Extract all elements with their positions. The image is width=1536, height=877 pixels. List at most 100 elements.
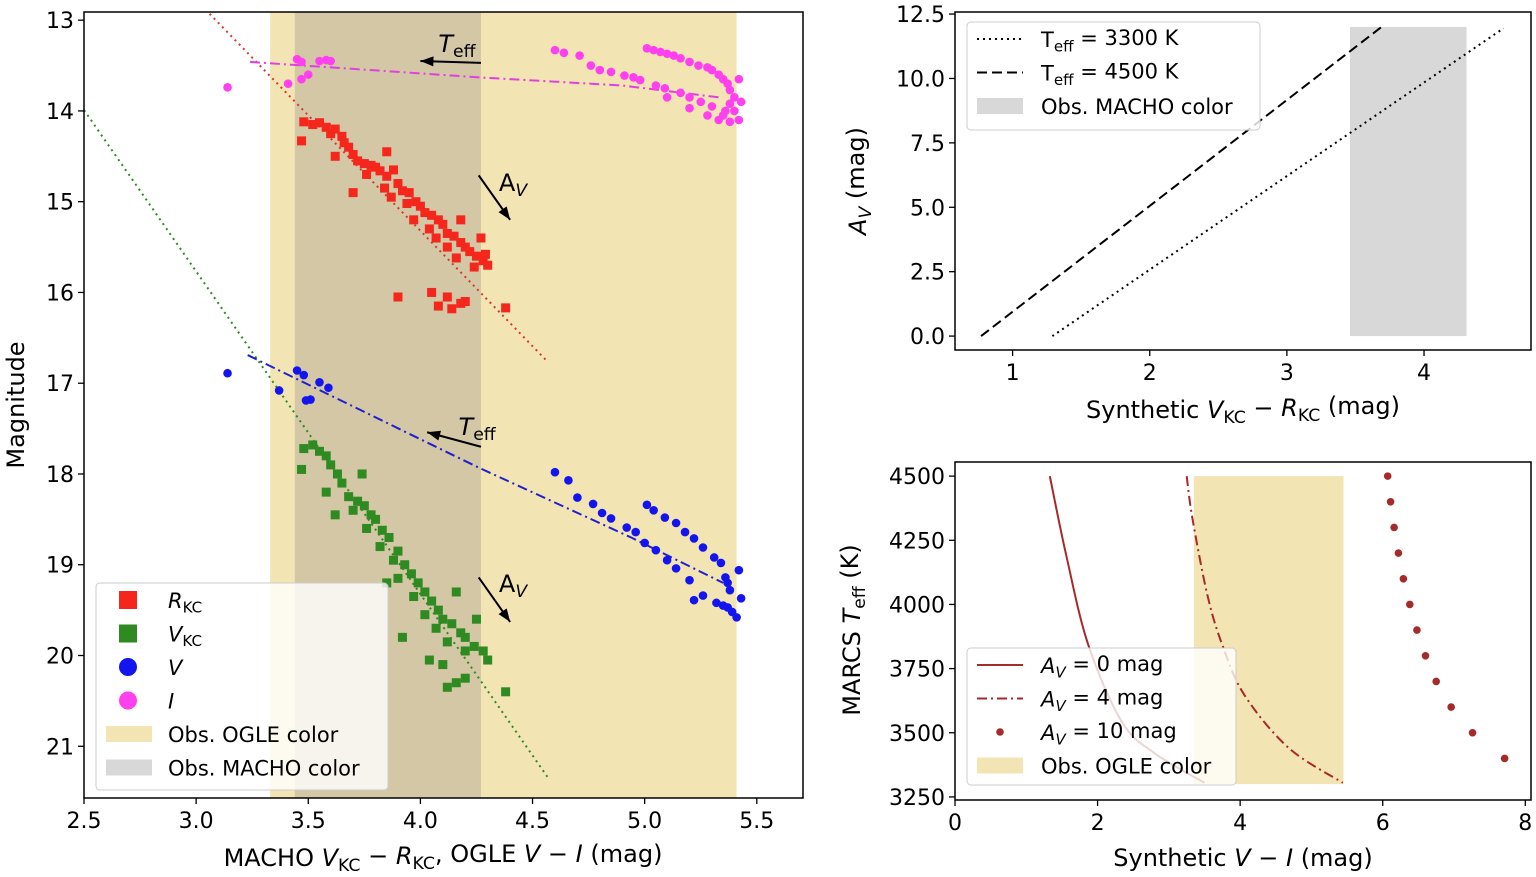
x-tick-label: 5.5 [739,809,774,834]
data-point [326,56,335,66]
data-point [651,545,661,555]
data-point [297,74,306,84]
data-point [427,287,437,297]
data-point [456,238,466,248]
data-point [730,93,739,102]
data-point [680,527,690,537]
legend-label: VKC [168,623,202,651]
data-point [397,632,407,642]
data-point [339,138,349,148]
legend-label: AV = 4 mag [1039,686,1163,715]
data-point [478,256,488,266]
data-point [480,249,490,259]
data-point [330,124,340,134]
data-point [685,575,694,585]
data-point [308,120,318,130]
data-point [725,99,735,108]
y-axis-label: MARCS Teff (K) [836,544,870,716]
y-tick-label: 19 [46,554,74,579]
data-point [550,467,560,477]
legend-label: RKC [168,589,202,617]
series-line [1051,27,1505,337]
data-point [1390,523,1398,532]
data-point [431,233,441,243]
data-point [409,215,419,225]
data-point [465,247,475,257]
series-line [980,26,1383,337]
panel-2: 1 2 3 4 0.0 2.5 5.0 7.5 10.0 12.5 Synthetic VKC − … [842,3,1532,428]
data-point [662,49,672,59]
legend-label: I [168,690,174,714]
legend-label: Teff = 4500 K [1040,60,1180,89]
data-point [676,88,685,98]
data-point [1447,703,1455,711]
data-point [736,97,746,107]
data-point [375,542,385,552]
series-1 [1185,475,1344,784]
data-point [397,186,407,196]
legend-marker [119,624,137,643]
data-point [337,478,347,488]
x-tick-label: 3.0 [179,809,214,834]
data-point [1406,600,1414,609]
y-tick-label: 10.0 [896,67,945,92]
x-tick-label: 2 [1143,361,1157,386]
data-point [388,165,398,175]
data-point [400,560,410,570]
data-point [297,464,307,474]
data-point [460,632,470,642]
data-point [709,553,719,562]
data-point [315,378,324,387]
data-point [734,74,744,84]
data-point [283,79,293,89]
legend-label: Obs. MACHO color [168,757,360,781]
data-point [501,303,511,313]
series-0 [1051,27,1505,337]
data-point [223,368,232,378]
data-point [716,558,726,568]
data-point [362,523,372,533]
legend-label: Teff = 3300 K [1040,26,1180,55]
data-point [424,655,434,665]
annotation-label: Teff [438,30,476,62]
data-point [471,614,481,624]
y-tick-label: 3500 [889,722,945,747]
x-tick-label: 0 [948,811,962,836]
data-point [442,292,452,302]
data-point [662,93,672,102]
data-point [703,111,712,120]
data-point [431,623,441,633]
series-0 [297,117,511,314]
x-tick-label: 4 [1417,361,1431,386]
y-tick-label: 16 [46,281,74,306]
plot-area [980,26,1505,337]
legend-swatch [106,726,152,742]
legend-marker [119,658,137,676]
data-point [315,56,324,66]
data-point [433,215,443,225]
data-point [409,592,419,602]
legend-swatch [106,759,152,776]
y-tick-label: 4250 [889,529,945,554]
data-point [685,103,694,113]
data-point [371,514,381,524]
x-axis-label: MACHO VKC − RKC, OGLE V − I (mag) [224,840,663,876]
x-tick-label: 2.5 [67,809,102,834]
data-point [694,61,703,70]
data-point [447,304,457,314]
panel-3: 0 2 4 6 8 3250 3500 3750 4000 4250 4500 Synthetic V… [836,461,1532,872]
data-point [595,65,605,75]
data-point [606,514,616,523]
data-point [642,44,652,53]
data-point [420,587,430,597]
band-obs-macho-color [1349,26,1467,337]
data-point [386,192,396,202]
data-point [718,601,728,610]
data-point [469,262,479,272]
annotation-label: Teff [459,413,497,445]
data-point [402,199,412,209]
data-point [393,546,403,556]
data-point [685,93,694,102]
data-point [736,594,746,603]
data-point [297,136,307,146]
